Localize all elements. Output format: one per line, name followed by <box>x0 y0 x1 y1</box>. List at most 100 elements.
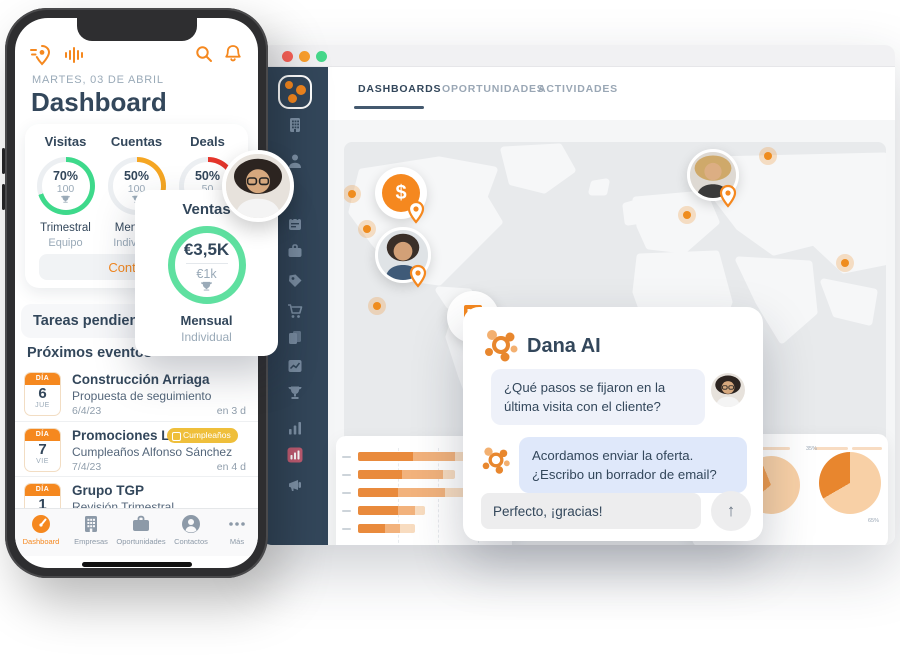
goal-target: 50 <box>202 183 214 195</box>
map-pin-icon <box>719 184 737 208</box>
nav-item-dashboard[interactable]: Dashboard <box>17 514 65 546</box>
zoom-window-button[interactable] <box>316 51 327 62</box>
sidebar-tag-icon[interactable] <box>287 273 303 289</box>
ventas-value: €3,5K <box>183 239 230 259</box>
map-pin-icon <box>407 200 425 224</box>
chat-message-assistant: Acordamos enviar la oferta. ¿Escribo un … <box>519 437 747 494</box>
segment-dark <box>358 488 398 497</box>
goal-value: 70% <box>52 168 79 183</box>
nav-item-más[interactable]: Más <box>213 514 258 546</box>
pie-chart-2 <box>819 452 881 514</box>
ventas-target: €1k <box>196 266 217 281</box>
pie-label: 35% <box>806 446 818 452</box>
map-marker-contact-woman[interactable] <box>687 149 739 201</box>
event-date: 7/4/23 <box>72 461 102 473</box>
dana-ai-chat-card: Dana AI ¿Qué pasos se fijaron en la últi… <box>463 307 763 541</box>
axis-tick <box>342 455 351 458</box>
chat-input[interactable] <box>481 493 701 529</box>
nav-label: Empresas <box>74 537 108 546</box>
pie-label: 65% <box>868 518 880 524</box>
nav-label: Oportunidades <box>116 537 166 546</box>
sidebar-briefcase-icon[interactable] <box>287 243 303 259</box>
building-icon <box>85 516 97 532</box>
segment-light <box>400 524 415 533</box>
briefcase-icon <box>133 515 149 531</box>
sidebar-calendar-icon[interactable] <box>287 216 303 232</box>
goal-target: 100 <box>56 183 75 196</box>
map-activity-dot[interactable] <box>841 259 849 267</box>
nav-label: Contactos <box>174 537 208 546</box>
segment-mid <box>385 524 400 533</box>
event-title: Promociones León <box>72 428 194 443</box>
sidebar-building-icon[interactable] <box>287 117 303 133</box>
segment-dark <box>358 524 385 533</box>
nav-item-oportunidades[interactable]: Oportunidades <box>116 514 166 546</box>
sidebar-bar-chart-icon[interactable] <box>287 420 303 436</box>
waveform-icon <box>63 46 85 69</box>
dana-ai-logo-icon <box>483 327 519 368</box>
segment-mid <box>398 488 445 497</box>
sidebar-dashboard-active-icon[interactable] <box>287 447 303 463</box>
event-item[interactable]: DÍA 6 JUE Construcción Arriaga Propuesta… <box>15 366 258 421</box>
map-activity-dot[interactable] <box>683 211 691 219</box>
event-due: en 4 d <box>216 461 246 473</box>
segment-light <box>415 506 425 515</box>
tab-actividades[interactable]: ACTIVIDADES <box>538 83 618 95</box>
nav-item-empresas[interactable]: Empresas <box>67 514 115 546</box>
segment-light <box>445 488 468 497</box>
bell-icon[interactable] <box>224 44 242 68</box>
app-logo <box>278 75 312 109</box>
axis-tick <box>342 473 351 476</box>
tab-bar: DASHBOARDS OPORTUNIDADES ACTIVIDADES <box>328 67 895 120</box>
map-activity-dot[interactable] <box>348 190 356 198</box>
event-item[interactable]: DÍA 7 VIE Promociones León Cumpleaños Cu… <box>15 421 258 476</box>
goal-value: 50% <box>194 168 221 183</box>
tab-dashboards[interactable]: DASHBOARDS <box>358 83 442 95</box>
tab-oportunidades[interactable]: OPORTUNIDADES <box>442 83 545 95</box>
segment-mid <box>398 506 415 515</box>
home-indicator[interactable] <box>81 562 192 567</box>
calendar-chip: DÍA 6 JUE <box>24 372 61 416</box>
sidebar-megaphone-icon[interactable] <box>287 477 303 493</box>
segment-light <box>455 452 470 461</box>
segment-mid <box>413 452 455 461</box>
minimize-window-button[interactable] <box>299 51 310 62</box>
search-icon[interactable] <box>195 45 213 68</box>
event-due: en 3 d <box>216 405 246 417</box>
map-activity-dot[interactable] <box>373 302 381 310</box>
axis-tick <box>342 527 351 530</box>
axis-tick <box>342 491 351 494</box>
map-activity-dot[interactable] <box>363 225 371 233</box>
sidebar-person-icon[interactable] <box>287 153 303 169</box>
sidebar-trophy-icon[interactable] <box>287 385 303 401</box>
brand-pin-icon <box>30 44 54 71</box>
map-activity-dot[interactable] <box>764 152 772 160</box>
ventas-goal-ring: €3,5K €1k <box>167 226 246 304</box>
arrow-up-icon: ↑ <box>726 501 736 520</box>
segment-light <box>443 470 455 479</box>
volume-up-button <box>2 148 5 174</box>
calendar-chip: DÍA 7 VIE <box>24 428 61 472</box>
nav-item-contactos[interactable]: Contactos <box>167 514 215 546</box>
world-map-dashboard: $ <box>344 142 886 444</box>
bar-row <box>358 488 468 497</box>
chat-user-avatar <box>711 373 745 407</box>
goal-scope: Equipo <box>48 237 83 249</box>
close-window-button[interactable] <box>282 51 293 62</box>
send-message-button[interactable]: ↑ <box>711 491 751 531</box>
sidebar-documents-icon[interactable] <box>287 330 303 346</box>
chat-message-user: ¿Qué pasos se fijaron en la última visit… <box>491 369 705 426</box>
phone-page-title: Dashboard <box>31 87 167 117</box>
event-date: 6/4/23 <box>72 405 102 417</box>
segment-dark <box>358 470 402 479</box>
goal-visitas[interactable]: Visitas 70% 100 Trimestral Equipo <box>30 134 101 249</box>
event-subtitle: Propuesta de seguimiento <box>72 389 212 403</box>
sidebar-chart-line-icon[interactable] <box>287 358 303 374</box>
desktop-app-window: DASHBOARDS OPORTUNIDADES ACTIVIDADES <box>262 45 895 545</box>
phone-bottom-nav: Dashboard Empresas Oportunidades Contact… <box>15 508 258 556</box>
sidebar-cart-icon[interactable] <box>287 303 303 319</box>
goals-card: Visitas 70% 100 Trimestral Equipo Cuenta… <box>25 124 248 288</box>
goal-label: Cuentas <box>110 134 163 149</box>
map-pin-icon <box>409 264 427 288</box>
bar-row <box>358 524 415 533</box>
